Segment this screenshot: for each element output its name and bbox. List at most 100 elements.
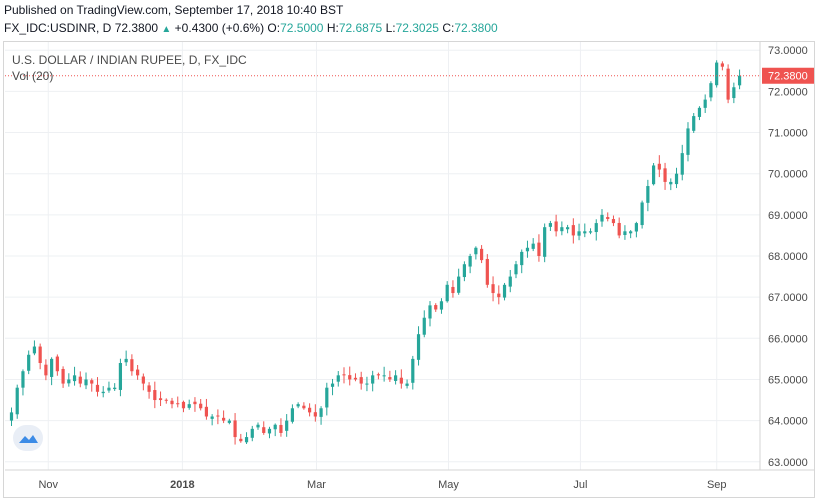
candle <box>434 303 438 312</box>
candle-body <box>72 375 77 382</box>
candle <box>158 391 163 407</box>
candle <box>554 214 558 237</box>
candle <box>256 422 260 430</box>
candle <box>141 373 145 391</box>
candle <box>411 355 415 390</box>
candle <box>250 425 254 442</box>
volume-indicator-label: Vol (20) <box>12 69 54 83</box>
candle <box>720 61 724 71</box>
candle-body <box>634 223 638 232</box>
candle-body <box>737 75 742 86</box>
candle-body <box>273 424 277 430</box>
candle-body <box>67 379 71 384</box>
y-tick-label: 65.0000 <box>768 374 808 386</box>
candle <box>520 249 524 274</box>
y-tick-label: 66.0000 <box>768 333 808 345</box>
candle-body <box>170 400 174 405</box>
candle <box>737 69 742 90</box>
published-note: Published on TradingView.com, September … <box>4 3 344 17</box>
candle-body <box>353 377 358 380</box>
high-label: H: <box>326 21 339 35</box>
candle <box>290 404 295 424</box>
tradingview-logo[interactable] <box>13 425 43 451</box>
candle-body <box>715 62 719 86</box>
candle-body <box>502 284 507 298</box>
candle-body <box>600 214 604 222</box>
candle-body <box>227 420 231 423</box>
candle-body <box>130 359 134 372</box>
last-price-badge <box>762 67 814 84</box>
candle <box>514 260 518 279</box>
last-price-badge-text: 72.3800 <box>768 71 808 83</box>
candle-body <box>325 387 329 408</box>
candle <box>27 350 31 375</box>
candle-body <box>376 374 381 376</box>
candle-body <box>141 376 145 384</box>
candle-body <box>95 384 100 392</box>
candle-body <box>365 383 369 385</box>
candle <box>101 386 105 398</box>
candle <box>371 370 375 392</box>
candle <box>199 399 203 411</box>
candle <box>107 381 111 393</box>
candle <box>525 240 530 258</box>
candle-body <box>262 427 266 433</box>
candle-body <box>479 248 484 261</box>
candle <box>84 372 88 390</box>
candle-body <box>164 399 168 401</box>
candle <box>147 382 151 399</box>
candle-body <box>434 305 438 310</box>
candle <box>210 414 214 426</box>
grid <box>5 42 760 470</box>
candle-body <box>709 83 713 98</box>
candle <box>651 162 656 186</box>
candle-body <box>342 374 346 376</box>
candle <box>32 340 37 356</box>
candle <box>359 371 363 390</box>
candle <box>302 402 306 410</box>
candle-body <box>663 168 667 182</box>
candle-body <box>554 221 558 232</box>
cloud-icon <box>19 435 38 443</box>
candle-body <box>548 223 552 227</box>
candle <box>204 398 209 420</box>
candle-body <box>623 231 627 235</box>
candle-body <box>153 390 157 401</box>
time-axis: Nov 2018 Mar May Jul Sep <box>5 469 815 491</box>
candle-body <box>565 227 570 230</box>
candle <box>560 221 564 236</box>
candle <box>262 421 266 435</box>
x-tick-label: May <box>438 479 459 491</box>
y-tick-label: 67.0000 <box>768 292 808 304</box>
candle-body <box>674 173 679 185</box>
candle <box>571 218 575 244</box>
x-tick-label: Nov <box>38 479 58 491</box>
candle <box>365 376 369 392</box>
candle <box>296 402 300 409</box>
candle-body <box>646 186 650 203</box>
candle <box>90 378 94 392</box>
candle <box>588 228 593 235</box>
candle <box>348 366 352 386</box>
candle-body <box>250 428 254 438</box>
candle-body <box>560 227 564 232</box>
high-value: 72.6875 <box>338 21 383 35</box>
candle <box>382 366 386 382</box>
candle-body <box>462 264 466 278</box>
candle-body <box>543 227 547 257</box>
candle <box>468 253 472 274</box>
candle <box>416 326 421 366</box>
candle-body <box>330 383 335 387</box>
candle <box>336 371 340 387</box>
candle <box>703 94 707 114</box>
candle <box>600 209 604 227</box>
candle <box>233 413 237 445</box>
candle-body <box>439 301 444 310</box>
candle-body <box>399 377 403 384</box>
candle <box>497 285 501 305</box>
candle <box>485 254 489 288</box>
candle <box>606 212 610 222</box>
candle <box>239 433 243 443</box>
candle-body <box>726 68 730 100</box>
